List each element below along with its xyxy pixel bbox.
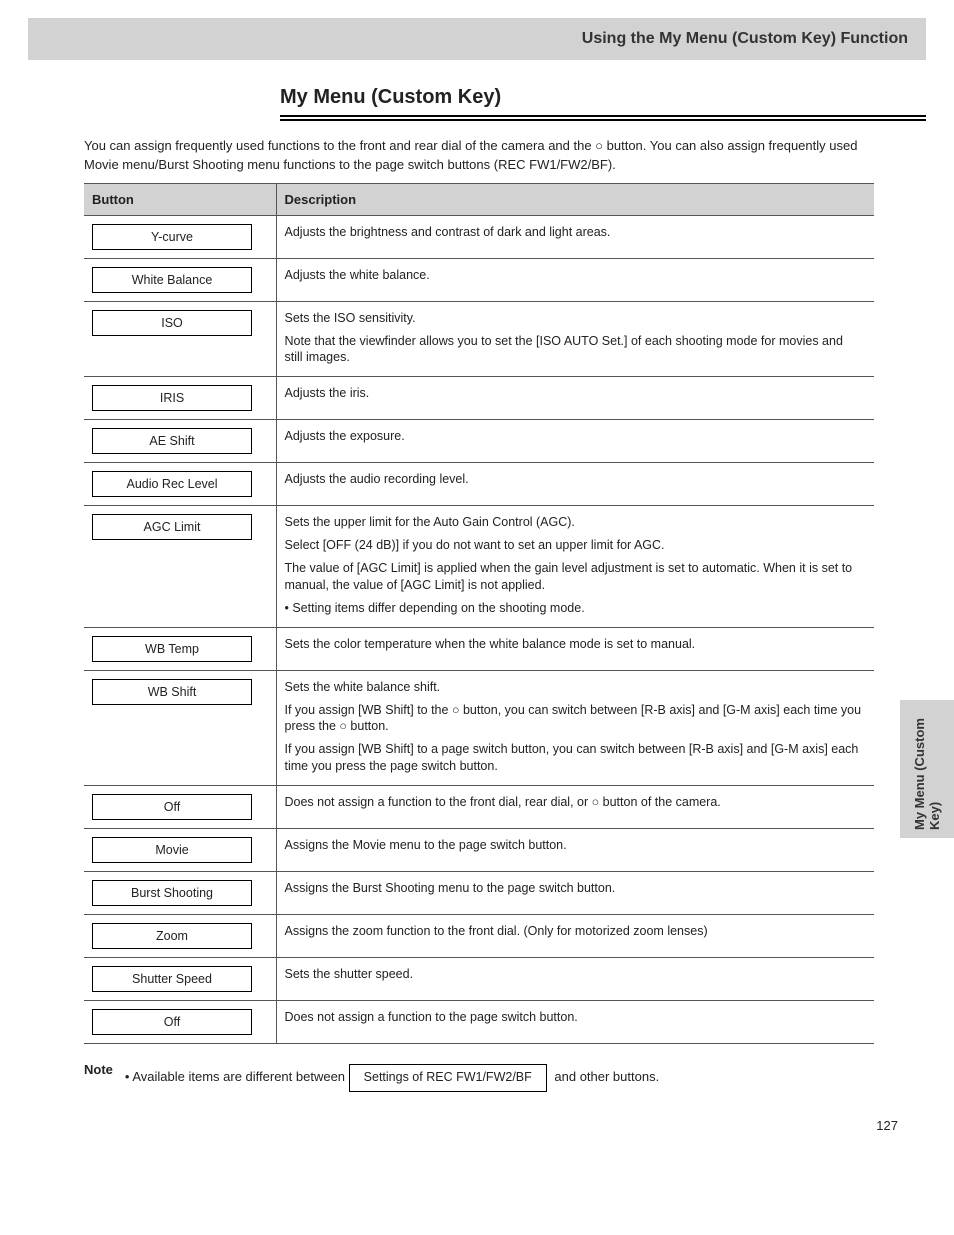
table-row: WB Temp Sets the color temperature when t… [84, 627, 874, 670]
table-body: Y-curve Adjusts the brightness and contra… [84, 215, 874, 1043]
table-row: Off Does not assign a function to the pag… [84, 1001, 874, 1044]
table-row: Burst Shooting Assigns the Burst Shooting… [84, 872, 874, 915]
table-row: Audio Rec Level Adjusts the audio recordi… [84, 463, 874, 506]
section-rule [280, 115, 926, 121]
soft-button[interactable]: Audio Rec Level [92, 471, 252, 497]
row-desc: Does not assign a function to the front … [276, 786, 874, 829]
table-row: IRIS Adjusts the iris. [84, 377, 874, 420]
soft-button[interactable]: WB Temp [92, 636, 252, 662]
table-row: Off Does not assign a function to the fro… [84, 786, 874, 829]
soft-button[interactable]: Off [92, 794, 252, 820]
row-desc: Adjusts the iris. [276, 377, 874, 420]
footnote-body: • Available items are different between … [125, 1062, 659, 1096]
footnote: Note • Available items are different bet… [84, 1062, 926, 1096]
row-desc: Sets the ISO sensitivity.Note that the v… [276, 301, 874, 377]
row-desc: Assigns the Movie menu to the page switc… [276, 829, 874, 872]
table-row: Zoom Assigns the zoom function to the fro… [84, 915, 874, 958]
page-header-title: Using the My Menu (Custom Key) Function [582, 30, 908, 48]
row-desc: Adjusts the exposure. [276, 420, 874, 463]
page-number: 127 [28, 1118, 926, 1133]
soft-button[interactable]: Zoom [92, 923, 252, 949]
soft-button[interactable]: WB Shift [92, 679, 252, 705]
table-row: White Balance Adjusts the white balance. [84, 258, 874, 301]
row-desc: Assigns the zoom function to the front d… [276, 915, 874, 958]
soft-button[interactable]: Off [92, 1009, 252, 1035]
table-row: Shutter Speed Sets the shutter speed. [84, 958, 874, 1001]
soft-button[interactable]: AE Shift [92, 428, 252, 454]
row-desc: Sets the shutter speed. [276, 958, 874, 1001]
table-header-row: Button Description [84, 183, 874, 215]
soft-button[interactable]: Burst Shooting [92, 880, 252, 906]
footnote-soft-button[interactable]: Settings of REC FW1/FW2/BF [349, 1064, 547, 1092]
row-desc: Sets the white balance shift.If you assi… [276, 670, 874, 785]
table-row: WB Shift Sets the white balance shift.If … [84, 670, 874, 785]
soft-button[interactable]: Y-curve [92, 224, 252, 250]
table-row: Y-curve Adjusts the brightness and contra… [84, 215, 874, 258]
table-row: ISO Sets the ISO sensitivity.Note that th… [84, 301, 874, 377]
table-row: AE Shift Adjusts the exposure. [84, 420, 874, 463]
table-row: AGC Limit Sets the upper limit for the Au… [84, 506, 874, 627]
row-desc: Adjusts the audio recording level. [276, 463, 874, 506]
button-description-table: Button Description Y-curve Adjusts the br… [84, 183, 874, 1044]
intro-text: You can assign frequently used functions… [84, 137, 864, 175]
row-desc: Sets the color temperature when the whit… [276, 627, 874, 670]
footnote-line: • Available items are different between [125, 1069, 345, 1084]
row-desc: Adjusts the white balance. [276, 258, 874, 301]
side-tab: My Menu (Custom Key) [900, 700, 954, 838]
row-desc: Sets the upper limit for the Auto Gain C… [276, 506, 874, 627]
section-title: My Menu (Custom Key) [280, 86, 926, 109]
row-desc: Assigns the Burst Shooting menu to the p… [276, 872, 874, 915]
row-desc: Does not assign a function to the page s… [276, 1001, 874, 1044]
soft-button[interactable]: Shutter Speed [92, 966, 252, 992]
col-header-description: Description [276, 183, 874, 215]
footnote-label: Note [84, 1062, 113, 1077]
page-header: Using the My Menu (Custom Key) Function [28, 18, 926, 60]
footnote-line: and other buttons. [554, 1069, 659, 1084]
soft-button[interactable]: IRIS [92, 385, 252, 411]
row-desc: Adjusts the brightness and contrast of d… [276, 215, 874, 258]
soft-button[interactable]: AGC Limit [92, 514, 252, 540]
table-row: Movie Assigns the Movie menu to the page … [84, 829, 874, 872]
soft-button[interactable]: ISO [92, 310, 252, 336]
soft-button[interactable]: White Balance [92, 267, 252, 293]
soft-button[interactable]: Movie [92, 837, 252, 863]
col-header-button: Button [84, 183, 276, 215]
